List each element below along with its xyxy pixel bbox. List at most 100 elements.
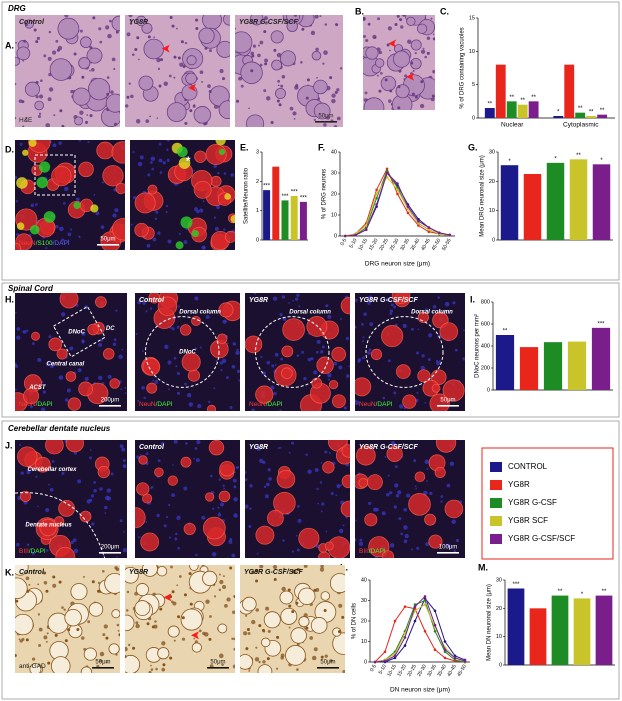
speckle bbox=[410, 548, 413, 551]
speckle bbox=[166, 158, 170, 162]
speckle bbox=[298, 305, 301, 308]
scale-label: 50μm bbox=[95, 660, 110, 666]
speckle bbox=[259, 63, 263, 67]
speckle bbox=[112, 342, 117, 347]
nucleus bbox=[306, 78, 310, 82]
nucleus bbox=[273, 577, 277, 581]
speckle bbox=[294, 297, 299, 301]
speckle bbox=[233, 471, 236, 474]
nucleus bbox=[35, 80, 39, 84]
speckle bbox=[327, 373, 332, 378]
speckle bbox=[221, 358, 227, 364]
nucleus bbox=[173, 55, 177, 59]
speckle bbox=[416, 351, 420, 355]
speckle bbox=[339, 67, 343, 70]
speckle bbox=[208, 400, 211, 404]
panel-letter: E. bbox=[240, 142, 249, 152]
micrograph bbox=[235, 15, 343, 127]
speckle bbox=[145, 452, 149, 456]
point bbox=[393, 654, 397, 658]
y-tick-label: 10 bbox=[496, 634, 502, 640]
speckle bbox=[291, 550, 294, 553]
speckle bbox=[60, 312, 66, 317]
panel-letter: H. bbox=[5, 294, 14, 304]
speckle bbox=[404, 533, 409, 539]
speckle bbox=[245, 614, 248, 617]
panel-letter: C. bbox=[440, 6, 449, 16]
speckle bbox=[167, 360, 172, 365]
speckle bbox=[218, 588, 222, 592]
cell bbox=[270, 30, 284, 44]
speckle bbox=[78, 236, 81, 239]
section-frame bbox=[1, 1, 620, 281]
cell bbox=[255, 525, 275, 545]
speckle bbox=[358, 541, 364, 546]
image-note: Dentate nucleus bbox=[25, 523, 72, 529]
speckle bbox=[151, 167, 155, 171]
stain-part: NeuN bbox=[359, 401, 376, 408]
speckle bbox=[100, 338, 104, 342]
speckle bbox=[264, 58, 269, 63]
speckle bbox=[446, 483, 451, 488]
point bbox=[385, 167, 389, 171]
speckle bbox=[120, 388, 122, 391]
speckle bbox=[400, 25, 404, 29]
point bbox=[383, 650, 387, 654]
speckle bbox=[15, 116, 17, 120]
speckle bbox=[122, 459, 126, 462]
x-tick-label: 30-35 bbox=[426, 663, 438, 677]
cell bbox=[15, 613, 34, 636]
speckle bbox=[150, 664, 152, 667]
nucleus bbox=[189, 109, 193, 113]
speckle bbox=[277, 447, 280, 450]
speckle bbox=[323, 123, 327, 127]
speckle bbox=[248, 107, 250, 110]
speckle bbox=[280, 357, 284, 361]
nucleus bbox=[182, 64, 186, 68]
speckle bbox=[369, 322, 374, 327]
speckle bbox=[262, 371, 267, 376]
cell bbox=[250, 15, 264, 26]
cell bbox=[95, 296, 107, 308]
nucleus bbox=[84, 120, 88, 124]
speckle bbox=[79, 29, 83, 33]
nucleus bbox=[397, 106, 401, 110]
stain-part: anti-GAD bbox=[19, 663, 46, 670]
nucleus bbox=[59, 109, 63, 113]
cell bbox=[102, 348, 115, 360]
cell bbox=[267, 509, 284, 527]
y-tick-label: 20 bbox=[361, 618, 367, 624]
speckle bbox=[213, 387, 216, 390]
y-tick-label: 200 bbox=[481, 365, 490, 371]
point bbox=[403, 636, 407, 639]
x-tick-label: 15-20 bbox=[368, 237, 380, 251]
speckle bbox=[201, 515, 206, 520]
nucleus bbox=[169, 656, 173, 660]
speckle bbox=[402, 323, 407, 329]
cell bbox=[310, 617, 328, 634]
speckle bbox=[172, 464, 174, 466]
speckle bbox=[229, 537, 233, 541]
speckle bbox=[317, 502, 319, 505]
speckle bbox=[420, 365, 425, 371]
speckle bbox=[99, 40, 103, 44]
cell bbox=[322, 461, 335, 474]
y-tick-label: 30 bbox=[489, 149, 495, 155]
nucleus bbox=[276, 635, 280, 639]
speckle bbox=[125, 646, 128, 652]
image-note: Cerebellar cortex bbox=[27, 467, 77, 473]
speckle bbox=[345, 374, 350, 378]
speckle bbox=[291, 569, 296, 573]
speckle bbox=[247, 631, 251, 635]
speckle bbox=[163, 524, 167, 528]
x-tick-label: 10-15 bbox=[386, 663, 398, 677]
nucleus bbox=[335, 23, 339, 27]
cell bbox=[364, 513, 378, 527]
speckle bbox=[338, 528, 344, 534]
speckle bbox=[219, 502, 225, 507]
nucleus bbox=[378, 89, 382, 93]
x-tick-label: 50-55 bbox=[441, 237, 453, 251]
y-tick-label: 3 bbox=[256, 149, 259, 155]
speckle bbox=[15, 364, 19, 369]
cell bbox=[306, 316, 328, 337]
